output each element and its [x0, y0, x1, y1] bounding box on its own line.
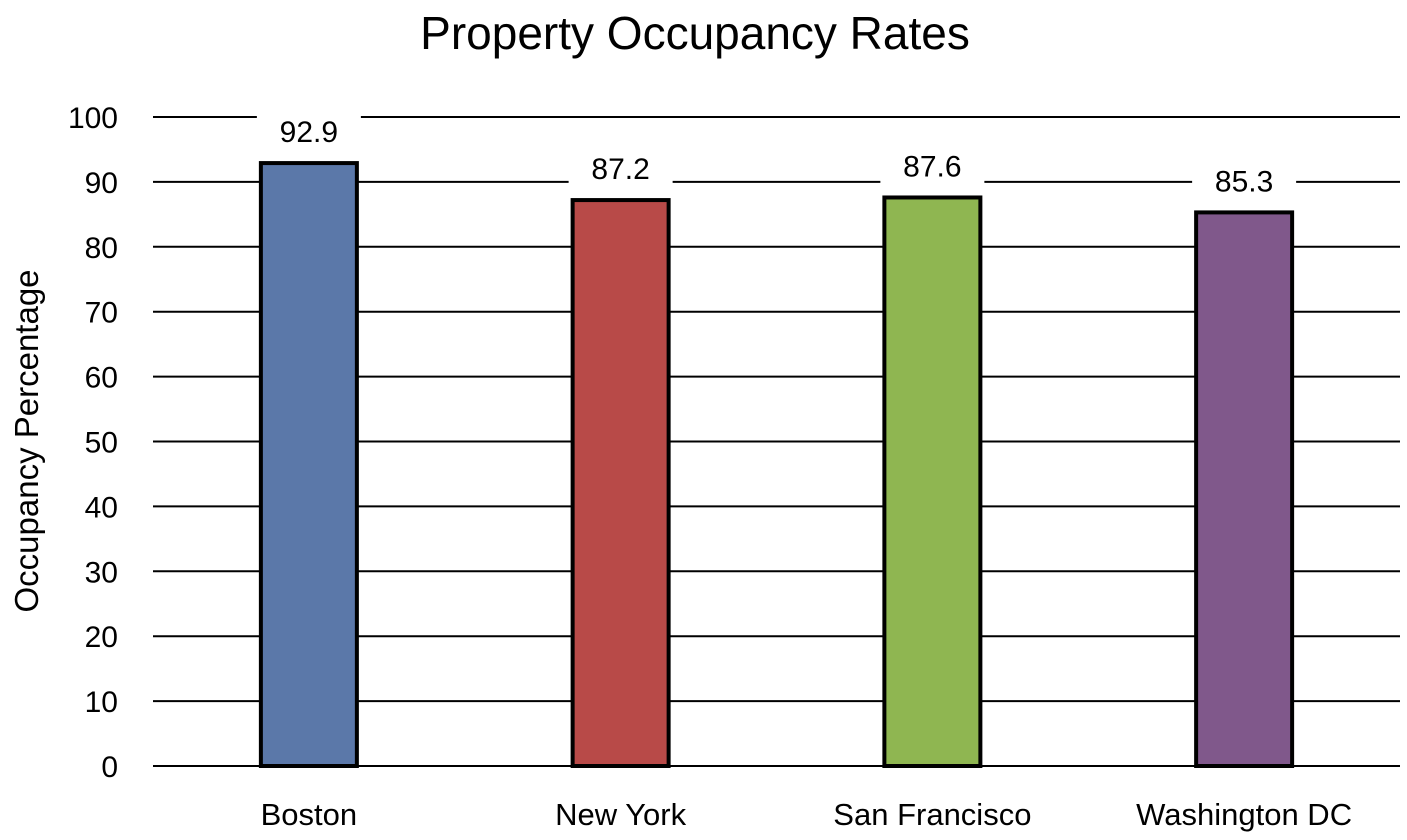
data-label: 92.9: [280, 116, 338, 149]
data-label-background: [880, 144, 985, 185]
chart-title: Property Occupancy Rates: [420, 7, 970, 59]
x-category-label: Boston: [261, 797, 358, 832]
y-axis-ticks: 0 10 20 30 40 50 60 70 80 90 100: [68, 102, 118, 784]
y-tick-label: 20: [85, 621, 118, 654]
x-category-label: Washington DC: [1136, 797, 1352, 832]
y-tick-label: 80: [85, 232, 118, 265]
y-tick-label: 100: [68, 102, 118, 135]
bar-boston: [258, 161, 359, 769]
y-tick-label: 40: [85, 491, 118, 524]
y-tick-label: 0: [101, 751, 118, 784]
bar-new-york: [570, 198, 671, 768]
y-tick-label: 70: [85, 297, 118, 330]
y-tick-label: 10: [85, 686, 118, 719]
data-label: 85.3: [1215, 165, 1273, 198]
x-category-label: San Francisco: [833, 797, 1031, 832]
y-tick-label: 30: [85, 556, 118, 589]
bars: 92.9 87.2 87.6 85.3: [256, 110, 1297, 769]
data-label: 87.6: [903, 150, 961, 183]
y-tick-label: 50: [85, 427, 118, 460]
bar-washington-dc: [1194, 210, 1295, 768]
data-label-background: [256, 110, 361, 151]
data-label-background: [1192, 159, 1297, 200]
data-label-background: [568, 147, 673, 188]
x-category-label: New York: [555, 797, 686, 832]
y-tick-label: 60: [85, 362, 118, 395]
x-axis-categories: Boston New York San Francisco Washington DC: [261, 797, 1352, 832]
y-tick-label: 90: [85, 167, 118, 200]
bar-san-francisco: [882, 195, 983, 768]
y-axis-label: Occupancy Percentage: [8, 269, 45, 612]
data-label: 87.2: [591, 153, 649, 186]
